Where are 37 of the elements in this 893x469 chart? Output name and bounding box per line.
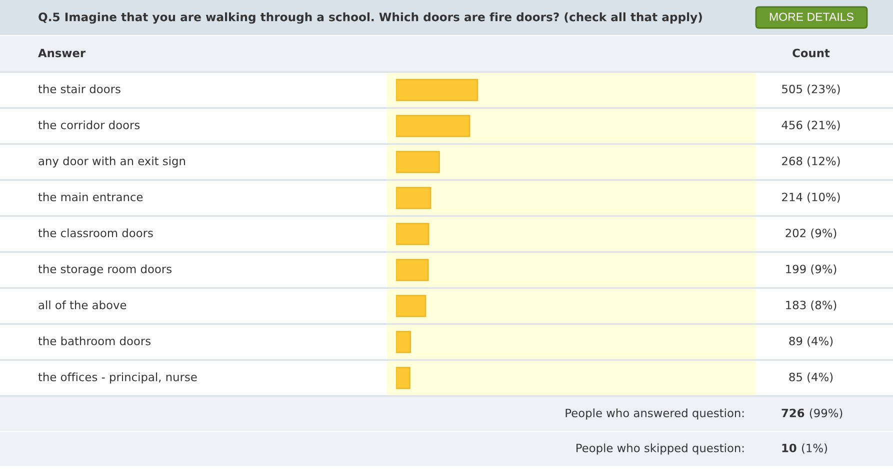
text: 10 xyxy=(782,444,796,452)
text: Answer xyxy=(38,48,86,58)
y-tick-label: the main entrance xyxy=(38,192,143,202)
text: People who skipped question: xyxy=(576,443,744,455)
bar xyxy=(396,150,440,174)
y-tick-label: the offices - principal, nurse xyxy=(38,372,197,384)
bar xyxy=(396,222,430,246)
bar xyxy=(396,114,470,138)
data-label: 85 (4%) xyxy=(789,372,833,383)
bar xyxy=(396,366,410,390)
text: (1%) xyxy=(802,444,827,454)
text: 726 xyxy=(782,408,804,418)
bar xyxy=(396,258,429,282)
bar xyxy=(396,78,478,102)
y-tick-label: the classroom doors xyxy=(38,228,153,238)
chart-title: Q.5 Imagine that you are walking through a school. Which doors are fire doors? (check all that apply) xyxy=(38,12,702,24)
data-label: 89 (4%) xyxy=(789,336,833,347)
y-tick-label: all of the above xyxy=(38,300,126,310)
text: Count xyxy=(792,48,830,58)
bar xyxy=(396,294,426,318)
text: (99%) xyxy=(810,408,842,419)
y-tick-label: any door with an exit sign xyxy=(38,156,185,168)
data-label: 505 (23%) xyxy=(782,84,840,95)
bar xyxy=(396,330,412,354)
data-label: 202 (9%) xyxy=(786,228,836,239)
text: People who answered question: xyxy=(566,408,744,420)
bar xyxy=(396,186,432,210)
data-label: 456 (21%) xyxy=(782,120,840,131)
y-tick-label: the bathroom doors xyxy=(38,336,151,346)
y-tick-label: the corridor doors xyxy=(38,120,140,130)
data-label: 199 (9%) xyxy=(786,264,836,275)
data-label: 268 (12%) xyxy=(782,156,840,167)
y-tick-label: the storage room doors xyxy=(38,264,172,276)
data-label: 183 (8%) xyxy=(786,300,836,311)
data-label: 214 (10%) xyxy=(782,192,840,203)
text: MORE DETAILS xyxy=(770,12,854,21)
y-tick-label: the stair doors xyxy=(38,84,120,94)
